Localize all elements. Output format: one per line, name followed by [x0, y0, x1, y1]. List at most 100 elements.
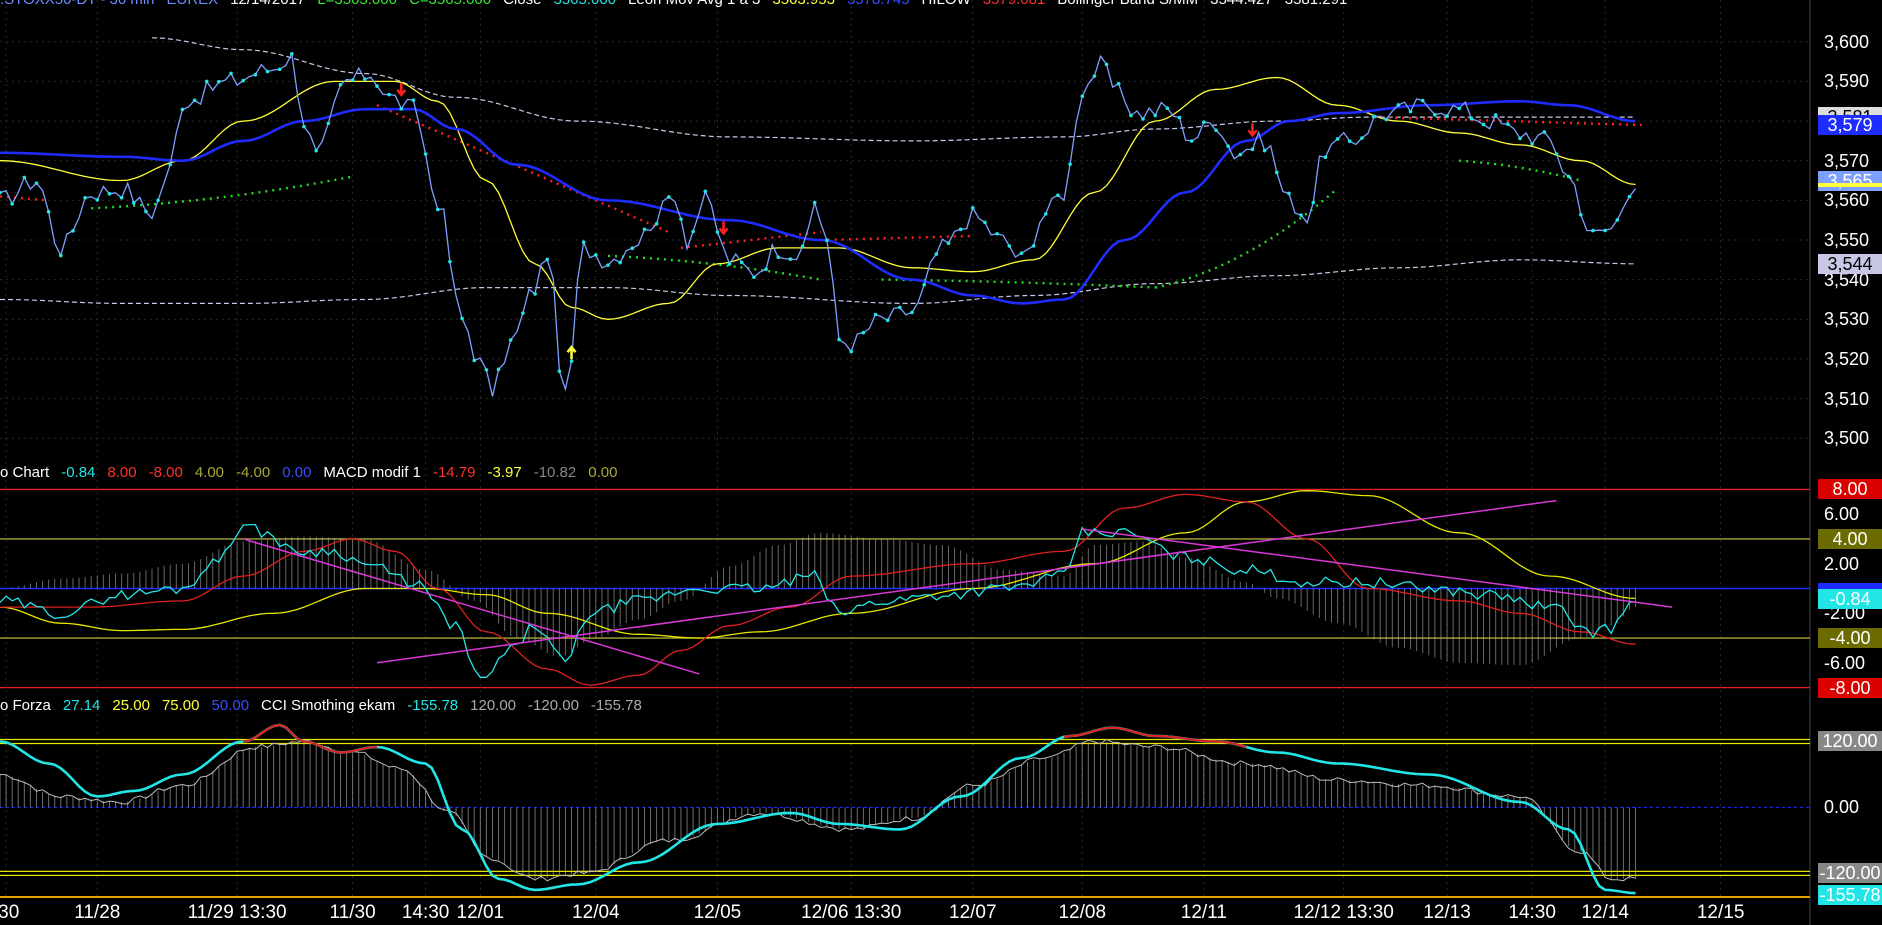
close-price-marker	[1080, 94, 1085, 99]
close-price-marker	[387, 92, 391, 97]
legend-item: -155.78	[407, 697, 459, 714]
close-price-marker	[156, 198, 160, 203]
close-price-marker	[1481, 122, 1486, 127]
cci-level-badge: -120.00	[1818, 863, 1882, 884]
cci-current-badge: -155.78	[1818, 885, 1882, 906]
close-price-marker	[180, 107, 185, 112]
legend-item: 3579.081	[983, 0, 1046, 8]
legend-item: -155.78	[590, 697, 642, 714]
legend-item: 25.00	[112, 697, 150, 714]
close-price-marker	[1177, 115, 1182, 120]
hilow-red-dots	[0, 195, 49, 202]
close-price-marker	[1238, 152, 1243, 157]
close-price-marker	[946, 241, 951, 246]
legend-item: 0.00	[588, 464, 618, 481]
x-tick-label: 11/30	[329, 902, 376, 923]
close-price-marker	[1116, 81, 1121, 86]
close-price-marker	[642, 227, 647, 232]
macd-y-tick-label: 6.00	[1824, 504, 1860, 525]
x-tick-label: :30	[0, 902, 20, 923]
legend-item: 50.00	[211, 697, 250, 714]
price-y-tick-label: 3,520	[1824, 348, 1870, 369]
close-price-marker	[800, 244, 805, 249]
close-price-marker	[1007, 244, 1012, 248]
close-price-marker	[1554, 152, 1559, 156]
close-price-marker	[496, 367, 501, 372]
x-tick-label: 12/06 13:30	[801, 902, 902, 923]
legend-item: -3.97	[487, 464, 522, 481]
close-price-marker	[1591, 228, 1595, 233]
legend-item: o Forza	[0, 697, 51, 714]
close-price-marker	[472, 358, 477, 363]
close-price-marker	[1092, 74, 1097, 78]
legend-item: 3565.000	[553, 0, 616, 8]
price-y-tick-label: 3,500	[1824, 428, 1870, 449]
x-tick-label: 12/14	[1581, 902, 1629, 923]
close-price-marker	[448, 259, 452, 264]
close-price-marker	[168, 162, 173, 167]
legend-item: 8.00	[107, 464, 137, 481]
x-tick-label: 12/11	[1180, 902, 1227, 923]
close-price-marker	[338, 82, 343, 87]
legend-item: -14.79	[432, 464, 476, 481]
x-tick-label: 14:30	[1508, 902, 1556, 923]
price-panel-legend: .STOXX50-DT - 30 min EUREX 12/14/2017 L=356…	[0, 0, 1359, 9]
close-price-marker	[1311, 200, 1316, 205]
close-price-marker	[1530, 142, 1534, 146]
price-y-tick-label: 3,590	[1824, 71, 1870, 92]
macd-current-badge: -0.84	[1818, 588, 1882, 609]
close-price-marker	[581, 240, 586, 244]
close-price-marker	[1214, 128, 1218, 133]
legend-item: 4.00	[194, 464, 225, 481]
close-price-marker	[885, 318, 890, 323]
legend-item: MACD modif 1	[323, 464, 421, 481]
close-price-marker	[484, 368, 489, 372]
close-price-marker	[1250, 147, 1255, 152]
close-price-marker	[1287, 191, 1291, 196]
close-price-marker	[1262, 148, 1267, 153]
hilow-green-dots	[1154, 187, 1339, 289]
close-price-marker	[958, 227, 963, 232]
price-badge	[1818, 182, 1882, 187]
legend-item: L=3565.000	[317, 0, 397, 8]
close-price-marker	[375, 84, 379, 88]
legend-item: 12/14/2017	[230, 0, 305, 8]
close-price-marker	[1019, 251, 1024, 256]
close-price-marker	[679, 217, 683, 221]
close-price-marker	[521, 311, 525, 315]
price-badge: 3,565	[1818, 170, 1882, 191]
close-price-marker	[1493, 113, 1498, 117]
close-price-marker	[557, 369, 562, 373]
close-price-marker	[776, 255, 781, 259]
bollinger-lower-line	[0, 259, 1636, 304]
close-price-marker	[971, 206, 975, 210]
cci-panel-legend: o Forza 27.14 25.00 75.00 50.00 CCI Smothing …	[0, 697, 654, 715]
macd-oscillator-line	[0, 523, 1636, 678]
close-price-marker	[1433, 112, 1437, 117]
close-price-marker	[1335, 137, 1340, 141]
close-price-marker	[922, 282, 926, 287]
price-y-tick-label: 3,510	[1824, 388, 1870, 409]
close-price-marker	[1372, 114, 1376, 119]
price-y-tick-label: 3,550	[1824, 230, 1870, 250]
macd-level-badge: -8.00	[1818, 677, 1882, 698]
close-price-marker	[508, 338, 513, 342]
close-price-marker	[363, 77, 367, 81]
close-price-marker	[1226, 144, 1230, 148]
close-price-marker	[1165, 106, 1170, 111]
macd-trendline	[1082, 528, 1673, 608]
close-price-marker	[812, 200, 817, 205]
close-price-marker	[533, 292, 537, 296]
legend-item: 3578.745	[847, 0, 910, 8]
close-price-marker	[423, 152, 428, 156]
close-price-marker	[59, 253, 63, 258]
x-tick-label: 12/04	[572, 902, 620, 923]
close-price-marker	[144, 209, 148, 214]
close-price-marker	[1445, 114, 1449, 118]
close-price-marker	[837, 337, 841, 342]
close-price-marker	[399, 107, 404, 111]
close-price-marker	[569, 359, 574, 363]
legend-item: 120.00	[470, 697, 517, 714]
legend-item: -4.00	[236, 464, 271, 481]
